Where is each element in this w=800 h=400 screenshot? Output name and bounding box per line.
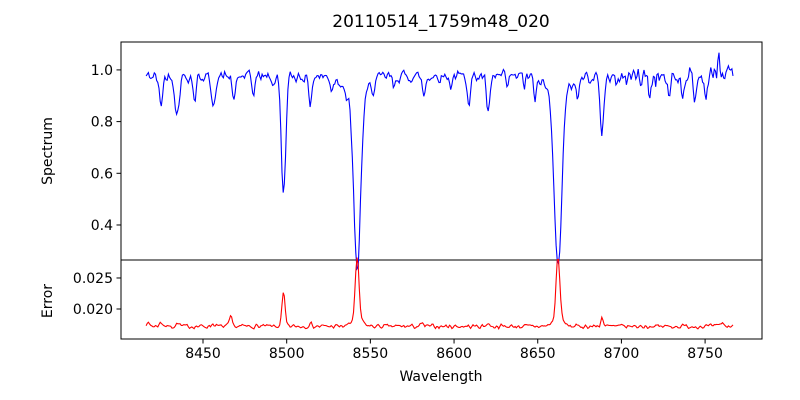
y-tick-label: 0.6 (91, 166, 113, 182)
x-axis-label: Wavelength (399, 369, 482, 385)
panel-border (120, 41, 763, 261)
error-line (145, 257, 734, 331)
y-axis-label-spectrum: Spectrum (40, 117, 56, 185)
chart-title: 20110514_1759m48_020 (332, 12, 549, 32)
plot-dynamic-layer: 0.4 0.6 0.8 1.0 0.020 0.025 8450 8500 8550 8600 86… (73, 41, 763, 362)
x-tick-label: 8600 (436, 346, 472, 362)
y-tick-label: 0.025 (73, 271, 113, 287)
y-axis-label-error: Error (40, 284, 56, 318)
x-tick-label: 8450 (185, 346, 221, 362)
panel-border (120, 259, 763, 340)
x-tick-label: 8750 (687, 346, 723, 362)
x-tick-label: 8500 (269, 346, 305, 362)
x-tick-label: 8700 (604, 346, 640, 362)
y-tick-label: 0.8 (91, 115, 113, 131)
y-tick-label: 0.4 (91, 218, 113, 234)
x-tick-label: 8650 (520, 346, 556, 362)
y-tick-label: 0.020 (73, 302, 113, 318)
x-tick-label: 8550 (353, 346, 389, 362)
spectrum-line (145, 52, 734, 271)
y-tick-label: 1.0 (91, 63, 113, 79)
